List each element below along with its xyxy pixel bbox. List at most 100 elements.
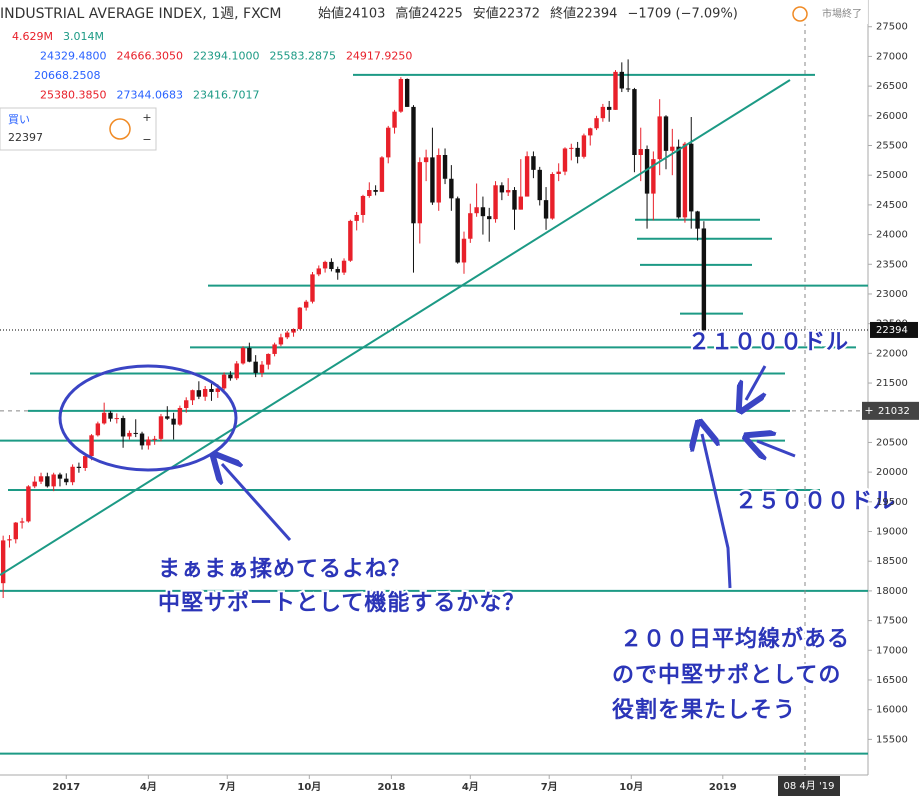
candle-body [550, 174, 555, 219]
candle-body [613, 71, 618, 110]
candle-body [360, 195, 366, 215]
candle-body [367, 190, 372, 196]
range-circle [58, 364, 238, 472]
candle-body [152, 438, 157, 440]
candle-body [133, 432, 138, 434]
minus-button[interactable]: − [142, 133, 151, 146]
info-icon[interactable] [109, 118, 131, 140]
y-tick-label: 21500 [876, 378, 908, 389]
x-tick-label: 2018 [377, 782, 405, 793]
y-tick-label: 18500 [876, 556, 908, 567]
annotation: ２００日平均線がある [620, 626, 850, 652]
date-label: 08 4月 '19 [784, 780, 835, 792]
candle-body [442, 155, 448, 179]
candle-body [632, 89, 637, 155]
candle-body [461, 238, 467, 263]
candle-body [146, 439, 151, 446]
annotation: ので中堅サポとしての [612, 662, 841, 688]
candle-body [190, 390, 195, 401]
candle-body [266, 353, 271, 365]
candle-body [588, 128, 593, 136]
y-tick-label: 23000 [876, 289, 908, 300]
ohlc-item: 安値22372 [473, 6, 540, 22]
last-price-bg [870, 321, 918, 338]
candle-body [177, 407, 183, 425]
candle-body [19, 521, 25, 523]
y-tick-label: 19500 [876, 497, 908, 508]
candle-body [455, 198, 460, 263]
x-tick-label: 4月 [462, 781, 479, 793]
candle-body [524, 156, 530, 197]
candle-body [64, 478, 69, 483]
candle-body [303, 301, 309, 308]
indicator-value: 24329.4800 [40, 50, 106, 63]
y-tick-label: 18000 [876, 586, 908, 597]
candle-body [569, 147, 574, 149]
indicator-value: 23416.7017 [193, 89, 259, 102]
candle-body [202, 388, 208, 397]
y-tick-label: 22000 [876, 348, 908, 359]
candle-body [398, 78, 404, 112]
market-status: 市場終了 [822, 7, 862, 20]
candle-body [291, 329, 296, 333]
candle-body [171, 418, 176, 425]
candle-body [531, 156, 536, 170]
candle-body [322, 261, 328, 269]
candle-body [581, 135, 587, 157]
y-tick-label: 15500 [876, 734, 908, 745]
x-tick-label: 4月 [140, 781, 157, 793]
y-tick-label: 27500 [876, 22, 908, 33]
candle-body [83, 456, 88, 468]
candle-body [386, 127, 391, 158]
candle-body [0, 540, 6, 584]
candle-body [423, 157, 429, 163]
candle-body [272, 344, 277, 354]
candle-body [184, 400, 189, 408]
indicator-value: 27344.0683 [116, 89, 182, 102]
crosshair-bg [862, 401, 919, 420]
ohlc-item: 終値22394 [550, 6, 617, 22]
candle-body [101, 412, 107, 424]
y-tick-label: 17000 [876, 645, 908, 656]
alert-icon[interactable] [792, 6, 808, 22]
annotation: 中堅サポートとして機能するかな？ [158, 590, 525, 616]
arrow [702, 434, 732, 589]
candle-body [95, 423, 101, 436]
crosshair-label: 21032 [878, 406, 910, 417]
candle-body [158, 416, 164, 439]
plus-button[interactable]: + [142, 111, 151, 124]
candle-body [127, 432, 132, 437]
candle-body [297, 307, 303, 330]
header-items: 始値24103 高値24225 安値22372 終値22394 −1709 (−7.09… [318, 6, 738, 22]
candle-body [13, 522, 18, 540]
trend-line [0, 79, 791, 576]
candle-body [537, 169, 542, 201]
candle-body [76, 466, 82, 468]
y-tick-label: 23500 [876, 259, 908, 270]
candle-body [575, 147, 580, 157]
candle-body [240, 348, 246, 364]
y-tick-label: 17500 [876, 616, 908, 627]
candle-body [215, 388, 220, 392]
symbol-title: INDUSTRIAL AVERAGE INDEX, 1週, FXCM [0, 6, 282, 22]
candle-body [234, 363, 239, 379]
candle-body [247, 348, 252, 362]
annotation: まぁまぁ揉めてるよね？ [158, 557, 411, 582]
x-tick-label: 7月 [219, 781, 236, 793]
candle-body [285, 332, 290, 338]
candle-body [120, 418, 126, 437]
candle-body [209, 388, 214, 392]
candle-body [436, 155, 441, 203]
candle-body [663, 116, 669, 151]
candle-body [26, 486, 31, 522]
candle-body [196, 390, 202, 397]
candle-body [449, 178, 454, 199]
last-price-label: 22394 [876, 325, 908, 336]
candle-body [657, 116, 662, 160]
annotation: 役割を果たしそう [612, 697, 796, 723]
candle-body [228, 374, 233, 379]
ohlc-item: −1709 (−7.09%) [627, 7, 737, 22]
candle-body [392, 111, 397, 128]
candle-body [480, 207, 486, 217]
